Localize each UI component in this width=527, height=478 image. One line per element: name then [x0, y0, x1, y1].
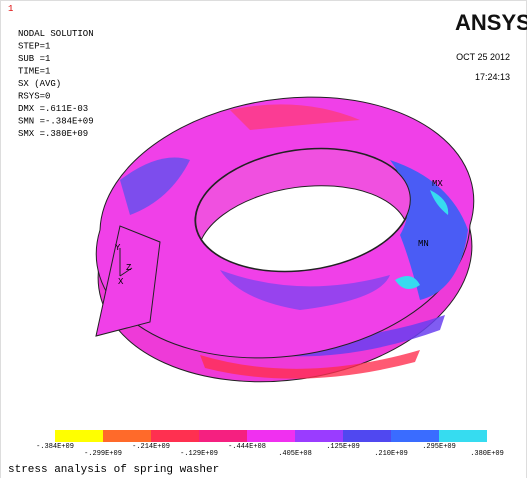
info-line: STEP=1 — [18, 42, 50, 52]
legend-swatch — [439, 430, 487, 442]
info-line: SX (AVG) — [18, 79, 61, 89]
legend-label: -.444E+08 — [228, 443, 266, 451]
info-line: NODAL SOLUTION — [18, 29, 94, 39]
triad-label: Z — [126, 263, 132, 273]
max-marker: MX — [432, 179, 443, 189]
time: 17:24:13 — [475, 72, 510, 82]
legend-label: -.384E+09 — [36, 443, 74, 451]
caption: stress analysis of spring washer — [8, 464, 219, 476]
triad-label: Y — [115, 243, 121, 253]
legend-swatch — [103, 430, 151, 442]
legend-label: .380E+09 — [470, 450, 504, 458]
info-line: TIME=1 — [18, 67, 50, 77]
info-line: DMX =.611E-03 — [18, 104, 88, 114]
min-marker: MN — [418, 239, 429, 249]
legend-swatch — [151, 430, 199, 442]
ansys-window: Y Z X MX MN 1 ANSYS OCT 25 2012 17:24:13… — [0, 0, 527, 478]
legend-label: .295E+09 — [422, 443, 456, 451]
legend-label: -.299E+09 — [84, 450, 122, 458]
legend-swatch — [199, 430, 247, 442]
legend-label: .405E+08 — [278, 450, 312, 458]
legend-swatch — [295, 430, 343, 442]
triad-label: X — [118, 277, 124, 287]
legend-label: -.129E+09 — [180, 450, 218, 458]
legend-swatch — [55, 430, 103, 442]
legend-swatch — [247, 430, 295, 442]
info-line: SMX =.380E+09 — [18, 129, 88, 139]
legend-label: .125E+09 — [326, 443, 360, 451]
window-number: 1 — [8, 4, 13, 14]
page: Y Z X MX MN 1 ANSYS OCT 25 2012 17:24:13… — [0, 0, 527, 478]
date: OCT 25 2012 — [456, 52, 510, 62]
info-line: SUB =1 — [18, 54, 50, 64]
info-line: RSYS=0 — [18, 92, 50, 102]
legend-label: .210E+09 — [374, 450, 408, 458]
info-line: SMN =-.384E+09 — [18, 117, 94, 127]
legend-label: -.214E+09 — [132, 443, 170, 451]
legend-swatch — [343, 430, 391, 442]
logo: ANSYS — [455, 10, 527, 35]
legend-swatch — [391, 430, 439, 442]
